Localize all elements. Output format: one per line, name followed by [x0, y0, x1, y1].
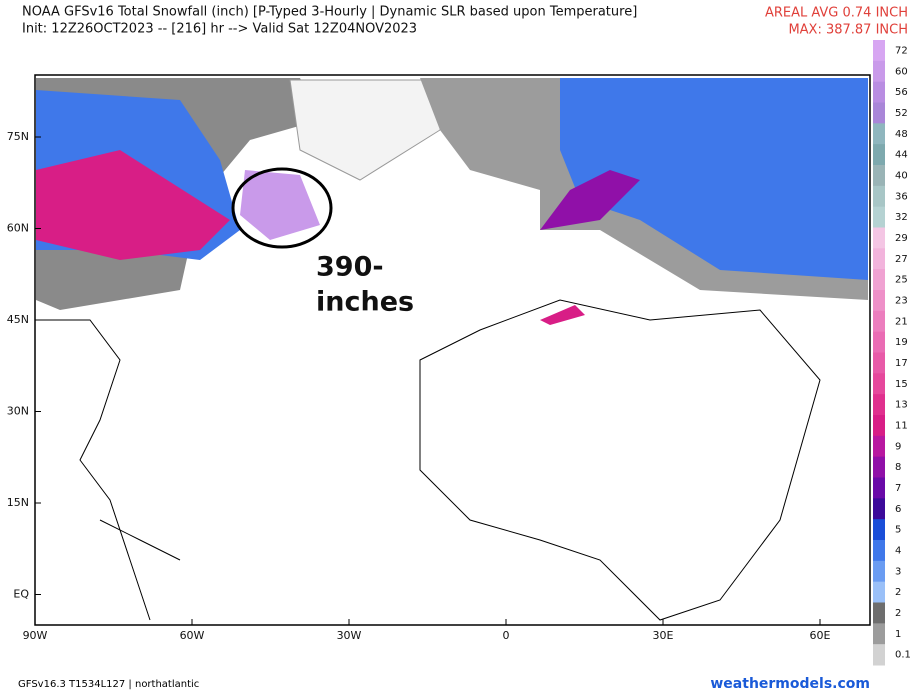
title: NOAA GFSv16 Total Snowfall (inch) [P-Typ…: [22, 5, 637, 20]
snow-blue-east: [560, 78, 868, 280]
areal-avg: AREAL AVG 0.74 INCH: [765, 6, 908, 21]
africa-outline: [419, 299, 821, 621]
colorbar-label: 9: [895, 441, 901, 452]
colorbar-label: 56: [895, 87, 908, 98]
colorbar-label: 25: [895, 275, 908, 286]
colorbar-swatch: [873, 331, 885, 353]
colorbar-label: 60: [895, 66, 908, 77]
colorbar-label: 3: [895, 566, 901, 577]
colorbar-swatch: [873, 415, 885, 437]
colorbar-swatch: [873, 269, 885, 291]
colorbar-swatch: [873, 185, 885, 208]
colorbar-label: 5: [895, 525, 901, 536]
colorbar-swatch: [873, 498, 885, 520]
colorbar-label: 72: [895, 45, 908, 56]
colorbar-label: 4: [895, 545, 901, 556]
colorbar-label: 13: [895, 400, 908, 411]
colorbar-swatch: [873, 310, 885, 333]
colorbar-swatch: [873, 40, 885, 62]
colorbar-swatch: [873, 560, 885, 583]
colorbar-swatch: [873, 540, 885, 562]
colorbar-label: 19: [895, 337, 908, 348]
colorbar-swatch: [873, 248, 885, 270]
lat-label: 75N: [7, 130, 29, 143]
colorbar-label: 32: [895, 212, 908, 223]
axes: 75N 60N 45N 30N 15N EQ 90W 60W 30W 0 30E 60E: [7, 130, 831, 642]
lat-label: 30N: [7, 405, 29, 418]
colorbar-label: 15: [895, 379, 908, 390]
lon-label: 30W: [337, 629, 362, 642]
max-value: MAX: 387.87 INCH: [788, 23, 908, 38]
colorbar-swatch: [873, 60, 885, 83]
lat-label: 45N: [7, 313, 29, 326]
colorbar-swatch: [873, 435, 885, 458]
americas-outline: [40, 319, 181, 621]
colorbar-label: 40: [895, 170, 908, 181]
colorbar-label: 0.1: [895, 650, 911, 661]
annotation-line: 390-: [316, 252, 384, 283]
colorbar-swatch: [873, 352, 885, 374]
lon-label: 60W: [180, 629, 205, 642]
colorbar-swatch: [873, 227, 885, 249]
colorbar-swatch: [873, 602, 885, 624]
colorbar-swatch: [873, 102, 885, 124]
colorbar-label: 23: [895, 295, 908, 306]
colorbar-label: 2: [895, 608, 901, 619]
colorbar-label: 7: [895, 483, 901, 494]
colorbar-label: 17: [895, 358, 908, 369]
snow-pink-west: [36, 150, 230, 260]
lon-label: 0: [503, 629, 510, 642]
highlight-circle: [231, 167, 333, 249]
lon-label: 90W: [23, 629, 48, 642]
lat-label: EQ: [13, 588, 29, 601]
colorbar-swatch: [873, 123, 885, 145]
lat-label: 15N: [7, 496, 29, 509]
annotation-line: inches: [316, 287, 414, 318]
lon-label: 30E: [653, 629, 674, 642]
colorbar-label: 48: [895, 129, 908, 140]
colorbar-swatch: [873, 456, 885, 478]
snow-alps: [540, 305, 585, 325]
colorbar-swatch: [873, 394, 885, 416]
colorbar-label: 8: [895, 462, 901, 473]
colorbar-label: 1: [895, 629, 901, 640]
snow-scandinavia: [540, 170, 640, 230]
footer-left: GFSv16.3 T1534L127 | northatlantic: [18, 679, 199, 690]
colorbar-label: 6: [895, 504, 901, 515]
colorbar-swatch: [873, 623, 885, 645]
colorbar-swatch: [873, 290, 885, 312]
lat-label: 60N: [7, 222, 29, 235]
footer-right: weathermodels.com: [710, 676, 870, 692]
colorbar-label: 21: [895, 316, 908, 327]
subtitle: Init: 12Z26OCT2023 -- [216] hr --> Valid…: [22, 22, 417, 37]
colorbar-swatch: [873, 581, 885, 603]
colorbar-swatch: [873, 81, 885, 103]
colorbar-label: 52: [895, 108, 908, 119]
lon-label: 60E: [810, 629, 831, 642]
colorbar: 7260565248444036322927252321191715131198…: [873, 40, 911, 666]
colorbar-swatch: [873, 373, 885, 395]
colorbar-label: 36: [895, 191, 908, 202]
colorbar-label: 29: [895, 233, 908, 244]
map: 390- inches: [34, 74, 871, 626]
snow-max: [240, 170, 320, 240]
colorbar-label: 27: [895, 254, 908, 265]
colorbar-swatch: [873, 144, 885, 166]
colorbar-swatch: [873, 165, 885, 187]
colorbar-swatch: [873, 206, 885, 228]
colorbar-label: 11: [895, 420, 908, 431]
colorbar-swatch: [873, 644, 885, 666]
colorbar-swatch: [873, 477, 885, 499]
colorbar-label: 44: [895, 150, 908, 161]
colorbar-label: 2: [895, 587, 901, 598]
colorbar-swatch: [873, 519, 885, 541]
